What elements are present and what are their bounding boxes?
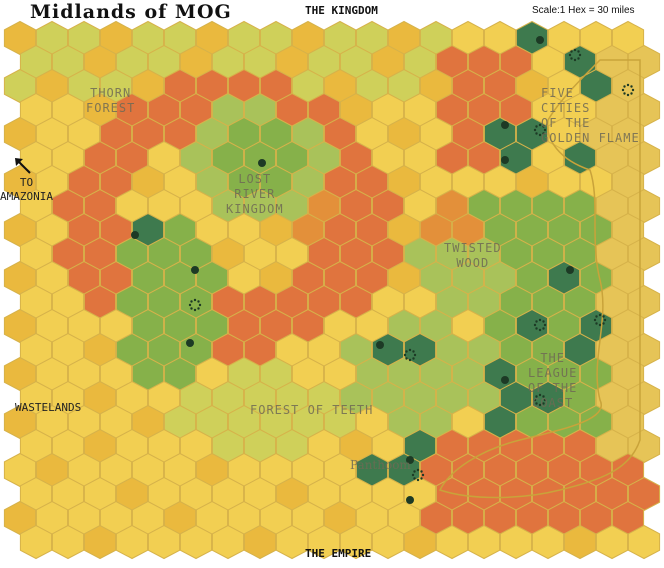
ruin-icon (533, 393, 547, 407)
ruin-icon (568, 48, 582, 62)
region-label-league-of-coast: THE LEAGUE OF THE COAST (528, 351, 578, 410)
city-dot-icon (536, 36, 544, 44)
map-hex (19, 524, 53, 560)
map-hex (83, 524, 117, 560)
map-hex (595, 524, 629, 560)
city-dot-icon (258, 159, 266, 167)
ruin-icon (403, 348, 417, 362)
ruin-icon (188, 298, 202, 312)
region-label-five-cities: FIVE CITIES OF THE GOLDEN FLAME (541, 86, 640, 145)
north-border-label: THE KINGDOM (305, 4, 378, 17)
city-dot-icon (501, 376, 509, 384)
south-border-label: THE EMPIRE (305, 547, 372, 560)
map-hex (211, 524, 245, 560)
city-dot-icon (131, 231, 139, 239)
city-dot-icon (406, 496, 414, 504)
city-label-panthoom: Panthoom (350, 458, 411, 472)
scale-label: Scale:1 Hex = 30 miles (532, 5, 635, 16)
map-hex (51, 524, 85, 560)
map-hex (115, 524, 149, 560)
map-hex (371, 524, 405, 560)
wastelands-label: WASTELANDS (15, 401, 82, 414)
ruin-icon (593, 313, 607, 327)
coastline (438, 59, 641, 499)
city-dot-icon (191, 266, 199, 274)
city-dot-icon (186, 339, 194, 347)
map-title: Midlands of MOG (30, 1, 232, 23)
ruin-icon (411, 468, 425, 482)
map-hex (147, 524, 181, 560)
map-hex (179, 524, 213, 560)
city-dot-icon (566, 266, 574, 274)
region-label-forest-of-teeth: FOREST OF TEETH (250, 403, 374, 417)
map-hex (435, 524, 469, 560)
map-hex (563, 524, 597, 560)
map-hex (627, 524, 661, 560)
region-label-thorn-forest: THORN FOREST (86, 86, 136, 115)
city-dot-icon (501, 121, 509, 129)
map-hex (243, 524, 277, 560)
city-dot-icon (406, 456, 414, 464)
map-hex (531, 524, 565, 560)
ruin-icon (621, 83, 635, 97)
amazonia-label: TO AMAZONIA (0, 176, 53, 203)
region-label-lost-river: LOST RIVER KINGDOM (226, 172, 284, 216)
ruin-icon (533, 123, 547, 137)
map-hex (403, 524, 437, 560)
map-hex (467, 524, 501, 560)
arrow-northwest-icon (15, 158, 31, 174)
city-dot-icon (376, 341, 384, 349)
ruin-icon (533, 318, 547, 332)
city-dot-icon (501, 156, 509, 164)
map-hex (307, 524, 341, 560)
map-hex (275, 524, 309, 560)
region-label-twisted-wood: TWISTED WOOD (444, 241, 502, 270)
map-hex (339, 524, 373, 560)
map-hex (499, 524, 533, 560)
